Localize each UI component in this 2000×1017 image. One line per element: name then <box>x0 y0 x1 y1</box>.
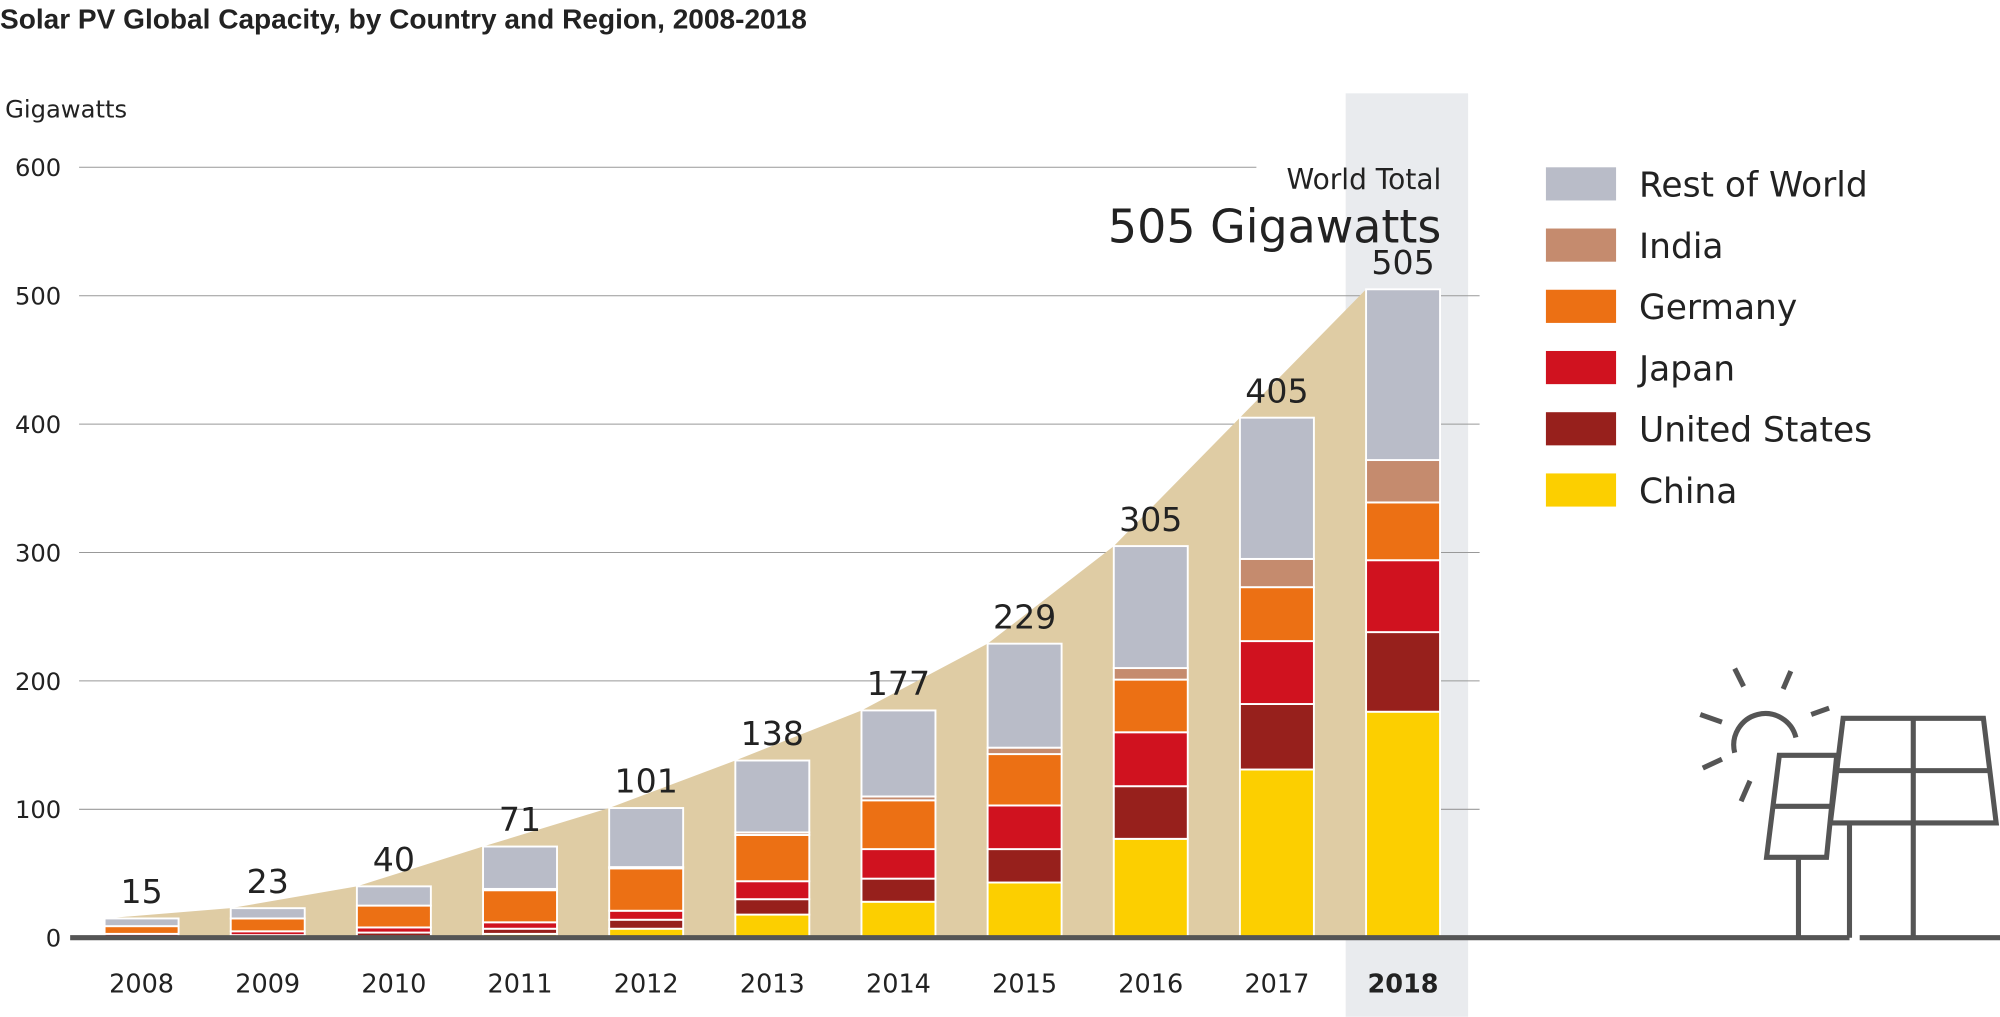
bar-segment <box>1112 837 1189 939</box>
y-axis-label: Gigawatts <box>5 96 127 124</box>
bar-segment <box>860 848 937 880</box>
y-tick-label: 400 <box>15 411 61 439</box>
bar-segment <box>734 759 811 834</box>
bar-segment <box>1112 545 1189 670</box>
bar-segment <box>103 925 180 935</box>
bar-segment <box>734 913 811 939</box>
bar-segment <box>1238 640 1315 705</box>
x-tick-label: 2015 <box>992 970 1057 1000</box>
chart-title: Solar PV Global Capacity, by Country and… <box>0 3 807 34</box>
total-label: 71 <box>499 800 541 839</box>
total-label: 138 <box>741 714 804 753</box>
bar-segment <box>734 898 811 916</box>
y-tick-label: 200 <box>15 668 61 696</box>
bar-segment <box>608 867 685 912</box>
total-label: 15 <box>120 872 162 911</box>
bar-segment <box>860 900 937 939</box>
bar-segment <box>1365 459 1442 504</box>
legend-label: India <box>1639 227 1723 267</box>
bar-segment <box>860 709 937 798</box>
bar-segment <box>986 642 1063 749</box>
x-tick-label: 2008 <box>109 970 174 1000</box>
bar-segment <box>1238 416 1315 560</box>
bar-segment <box>1112 731 1189 788</box>
bar-segment <box>1238 557 1315 589</box>
legend-label: Rest of World <box>1639 166 1868 206</box>
x-tick-label: 2009 <box>235 970 300 1000</box>
bar-segment <box>608 807 685 869</box>
bar-segment <box>860 799 937 851</box>
total-label: 177 <box>867 664 930 703</box>
bar-segment <box>860 877 937 903</box>
bar-segment <box>1365 288 1442 462</box>
total-label: 101 <box>615 762 678 801</box>
bar-segment <box>1238 586 1315 643</box>
x-tick-label: 2010 <box>361 970 426 1000</box>
bar-segment <box>482 845 558 890</box>
x-tick-label: 2018 <box>1368 970 1439 1000</box>
y-tick-label: 500 <box>15 283 61 311</box>
bar-segment <box>482 889 558 924</box>
total-label: 505 <box>1371 243 1434 282</box>
bar-segment <box>229 917 306 933</box>
bar-segment <box>1238 768 1315 939</box>
total-label: 229 <box>993 597 1056 636</box>
bar-segment <box>986 753 1063 807</box>
legend-swatch <box>1545 167 1617 201</box>
y-tick-label: 600 <box>15 154 61 182</box>
legend-swatch <box>1545 473 1617 507</box>
bar-segment <box>1112 785 1189 840</box>
legend-swatch <box>1545 412 1617 446</box>
total-label: 40 <box>373 840 415 879</box>
annotation-title: World Total <box>1287 163 1442 196</box>
bar-segment <box>482 921 558 930</box>
bar-segment <box>986 804 1063 851</box>
bar-segment <box>1365 501 1442 562</box>
bar-segment <box>734 880 811 901</box>
bar-segment <box>608 918 685 930</box>
bar-segment <box>103 917 180 928</box>
legend-label: Japan <box>1637 349 1735 389</box>
x-tick-label: 2013 <box>740 970 805 1000</box>
x-tick-label: 2017 <box>1244 970 1309 1000</box>
bar-segment <box>1365 631 1442 713</box>
bar-segment <box>229 907 306 920</box>
bar-segment <box>1365 559 1442 634</box>
bar-segment <box>355 885 432 907</box>
solar-icon <box>1699 667 2000 938</box>
legend-label: Germany <box>1639 288 1797 328</box>
bar-segment <box>986 746 1063 756</box>
total-label: 305 <box>1119 500 1182 539</box>
bar-segment <box>1238 703 1315 771</box>
legend-label: United States <box>1639 411 1872 451</box>
bar-segment <box>986 848 1063 884</box>
y-tick-label: 100 <box>15 796 61 824</box>
bar-segment <box>734 834 811 883</box>
y-tick-label: 300 <box>15 539 61 567</box>
bar-segment <box>1112 667 1189 681</box>
bar-segment <box>608 909 685 921</box>
bar-segment <box>355 904 432 929</box>
total-label: 405 <box>1245 371 1308 410</box>
x-tick-label: 2012 <box>614 970 679 1000</box>
x-tick-label: 2011 <box>488 970 553 1000</box>
bar-segment <box>1365 710 1442 939</box>
x-tick-label: 2014 <box>866 970 931 1000</box>
legend-swatch <box>1545 289 1617 323</box>
bar-segment <box>1112 678 1189 734</box>
legend-label: China <box>1639 472 1737 512</box>
y-tick-label: 0 <box>46 925 61 953</box>
annotation-value: 505 Gigawatts <box>1108 200 1441 254</box>
x-tick-label: 2016 <box>1118 970 1183 1000</box>
total-label: 23 <box>247 862 289 901</box>
bar-segment <box>986 881 1063 939</box>
legend-swatch <box>1545 350 1617 385</box>
legend-swatch <box>1545 228 1617 262</box>
